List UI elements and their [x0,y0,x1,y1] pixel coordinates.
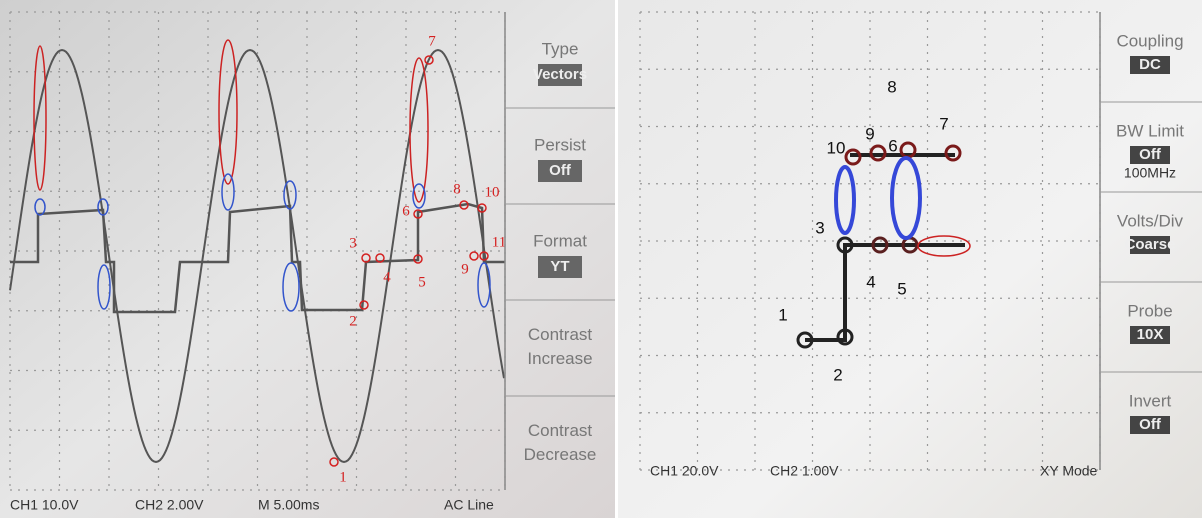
menu-label: Invert [1129,391,1172,410]
highlight-oval [218,39,238,185]
marker-label: 5 [418,274,426,290]
marker-label: 7 [939,114,948,133]
xy-point [871,236,889,254]
marker-dot [479,251,489,261]
menu-value: Off [1139,146,1162,163]
marker-label: 4 [383,269,391,285]
marker-dot [359,300,369,310]
highlight-oval [282,262,300,312]
menu-value-box [1130,416,1170,434]
menu-label: Contrast Decrease [524,421,597,464]
marker-label: 2 [349,313,357,329]
menu-label: Persist [534,135,586,154]
marker-label: 3 [815,218,824,237]
menu-label: Format [533,231,587,250]
menu-label: BW Limit [1116,121,1184,140]
highlight-oval [97,264,111,310]
menu-note: 100MHz [1124,165,1176,181]
menu-value-box [538,256,582,278]
menu-value-box [1130,56,1170,74]
menu-label: Coupling [1116,31,1183,50]
highlight-oval [283,180,297,210]
xy-point [844,148,862,166]
marker-dot [477,203,487,213]
highlight-oval [409,57,429,203]
marker-label: 10 [485,184,500,200]
xy-point [944,144,962,162]
menu-label: Contrast Increase [527,325,592,368]
marker-label: 6 [402,203,410,219]
marker-label: 1 [339,469,347,485]
sine-trace [9,48,505,464]
xy-point [836,328,854,346]
step-trace [10,202,505,314]
menu-value-box [538,160,582,182]
highlight-oval [890,156,922,240]
xy-point [796,331,814,349]
marker-dot [361,253,371,263]
marker-label: 9 [865,124,874,143]
marker-dot [413,254,423,264]
highlight-oval [412,183,426,209]
marker-label: 8 [887,77,896,96]
menu-value: Off [1139,416,1162,433]
marker-label: 2 [833,365,842,384]
highlight-oval [97,198,109,216]
status-text: CH2 1.00V [770,463,839,479]
status-text: XY Mode [1040,463,1098,479]
menu-value: 10X [1137,326,1164,343]
status-text: CH1 20.0V [650,463,719,479]
menu-value-box [538,64,582,86]
xy-point [836,236,854,254]
left-photo [0,0,615,518]
marker-dot [375,253,385,263]
xy-point [869,144,887,162]
status-text: CH2 2.00V [135,497,204,513]
marker-label: 7 [428,33,436,49]
marker-label: 10 [827,138,846,157]
marker-dot [413,209,423,219]
marker-label: 11 [492,234,506,250]
marker-dot [459,200,469,210]
marker-label: 8 [453,181,461,197]
menu-value-box [1130,236,1170,254]
menu-label: Volts/Div [1117,211,1184,230]
menu-value: DC [1139,56,1161,73]
marker-label: 6 [888,136,897,155]
right-photo [618,0,1202,518]
xy-trace [805,243,965,342]
marker-dot [329,457,339,467]
marker-label: 5 [897,279,906,298]
menu-value-box [1130,146,1170,164]
marker-label: 9 [461,261,469,277]
marker-label: 1 [778,305,787,324]
status-text: M 5.00ms [258,497,319,513]
highlight-oval [34,198,46,216]
status-text: AC Line [444,497,494,513]
menu-label: Type [542,39,579,58]
highlight-oval [917,235,971,257]
menu-value: YT [550,258,569,275]
menu-value: Coarse [1125,236,1176,253]
menu-value: Vectors [533,66,587,83]
menu-value: Off [549,162,572,179]
highlight-oval [33,45,47,191]
highlight-oval [477,262,491,308]
menu-label: Probe [1127,301,1172,320]
status-text: CH1 10.0V [10,497,79,513]
highlight-oval [221,173,235,211]
marker-dot [424,55,434,65]
marker-dot [469,251,479,261]
marker-label: 4 [866,272,875,291]
menu-value-box [1130,326,1170,344]
divider [615,0,618,518]
marker-label: 3 [349,235,357,251]
highlight-oval [834,165,856,235]
